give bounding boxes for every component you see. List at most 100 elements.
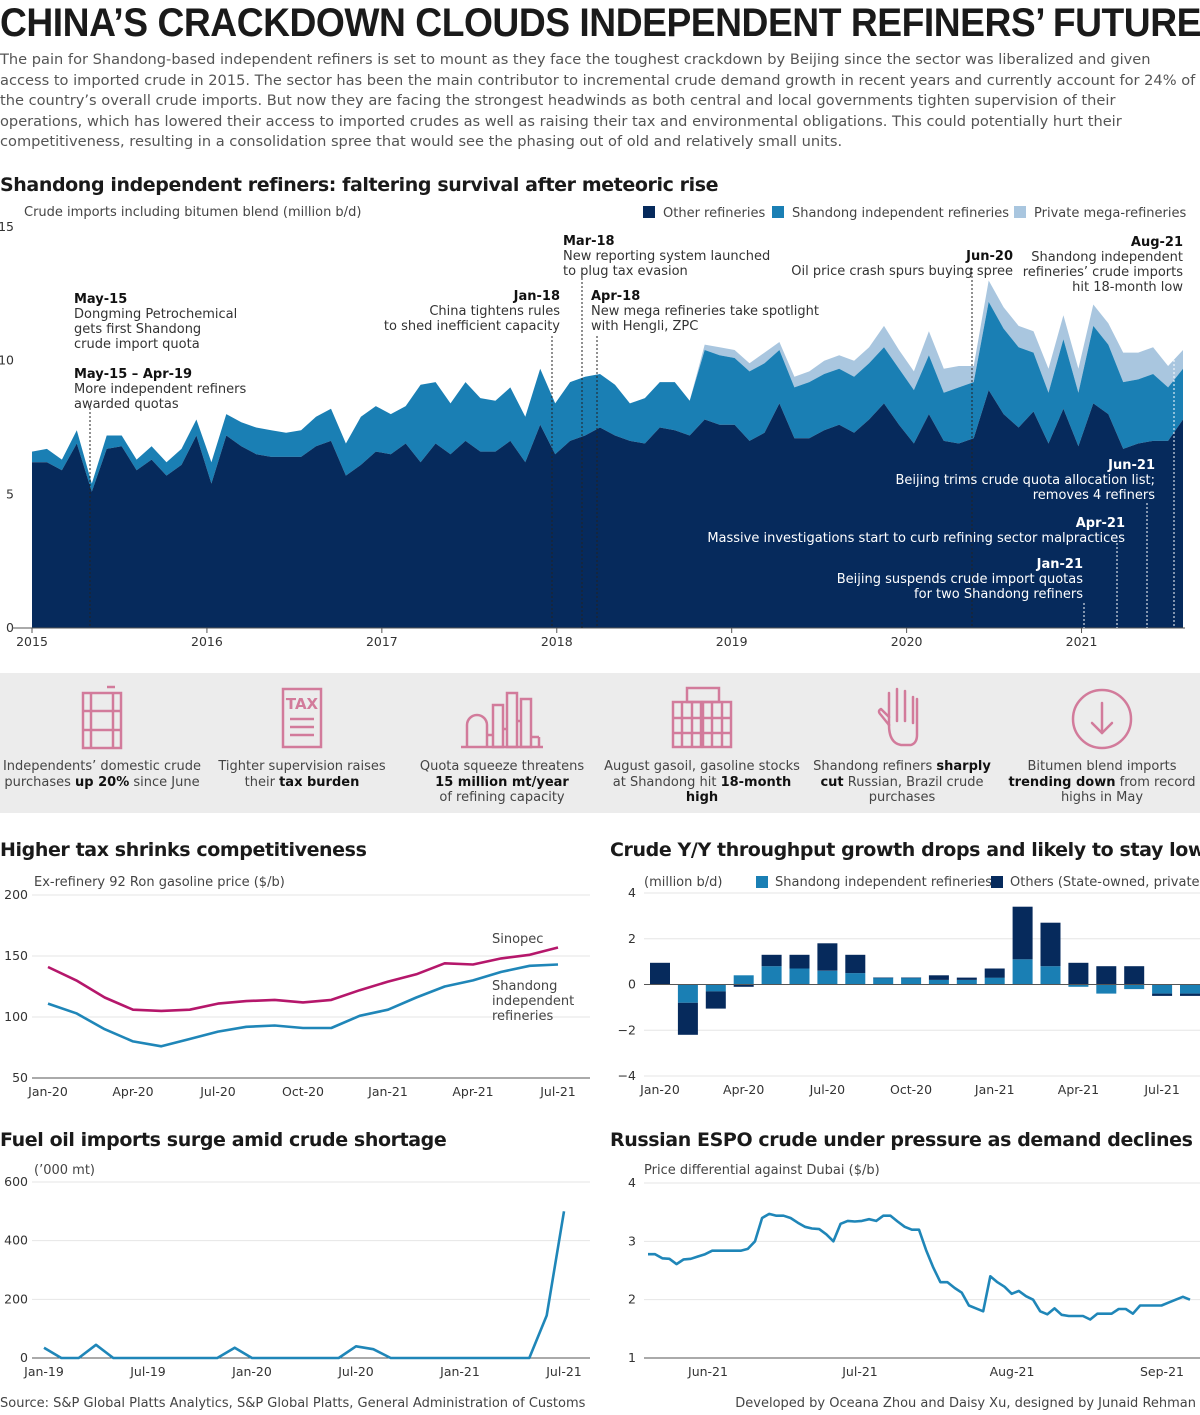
down-arrow-circle-icon xyxy=(1071,688,1133,750)
hand-stop-icon xyxy=(877,687,919,747)
feature-text: Shandong refiners sharply cut Russian, B… xyxy=(813,759,991,805)
annotation-text: Beijing suspends crude import quotas xyxy=(837,572,1083,587)
annotation-text: New mega refineries take spotlight xyxy=(591,304,819,319)
highlights-strip: Independents’ domestic crude purchases u… xyxy=(0,673,1200,813)
x-tick-label: Apr-21 xyxy=(1058,1082,1099,1097)
x-tick-label: Jul-21 xyxy=(841,1364,878,1379)
legend-label: Other refineries xyxy=(663,206,765,221)
annotation-date: Jan-21 xyxy=(1036,557,1083,572)
bar-shandong xyxy=(1152,984,1173,994)
y-axis-label: (’000 mt) xyxy=(34,1163,95,1178)
annotation-date: May-15 – Apr-19 xyxy=(74,367,192,382)
bar-shandong xyxy=(1096,984,1117,994)
annotation-text: gets first Shandong xyxy=(74,322,201,337)
x-tick-label: Jul-21 xyxy=(539,1084,576,1099)
annotation-text: for two Shandong refiners xyxy=(914,587,1083,602)
annotation-text: refineries’ crude imports xyxy=(1023,265,1184,280)
x-tick-label: 2021 xyxy=(1066,634,1098,649)
feature-cut-purchases: Shandong refiners sharply cut Russian, B… xyxy=(802,673,1002,813)
x-tick-label: Jan-20 xyxy=(27,1084,68,1099)
y-tick-label: 15 xyxy=(0,219,14,234)
annotation-date: May-15 xyxy=(74,292,127,307)
feature-text: Independents’ domestic crude purchases u… xyxy=(2,759,202,790)
bar-others xyxy=(789,954,810,969)
legend-swatch xyxy=(643,206,655,218)
legend-label: Private mega-refineries xyxy=(1034,206,1186,221)
y-tick-label: 1 xyxy=(628,1350,636,1365)
feature-bitumen: Bitumen blend imports trending down from… xyxy=(1002,673,1200,813)
barrel-icon xyxy=(81,685,123,750)
series-line-sinopec xyxy=(47,946,559,1013)
x-tick-label: Jul-20 xyxy=(337,1364,374,1379)
area-private-mega-refineries xyxy=(32,280,1183,484)
bar-others xyxy=(928,975,949,980)
fueloil-line-chart: (’000 mt) 0 200 400 600 Jan-19 Jul-19 Jan-20 Jul… xyxy=(4,1163,590,1379)
y-tick-label: 100 xyxy=(4,1009,28,1024)
annotation-text: with Hengli, ZPC xyxy=(591,319,698,334)
x-tick-label: Apr-20 xyxy=(723,1082,764,1097)
bar-shandong xyxy=(677,984,698,1003)
annotation-text: Massive investigations start to curb ref… xyxy=(707,531,1125,546)
x-tick-label: Oct-20 xyxy=(890,1082,932,1097)
x-tick-label: Oct-20 xyxy=(282,1084,324,1099)
area-other-refineries xyxy=(32,390,1183,628)
y-tick-label: 150 xyxy=(4,948,28,963)
bar-shandong xyxy=(1180,984,1200,994)
annotation-text: removes 4 refiners xyxy=(1033,488,1156,503)
feature-domestic-purchases: Independents’ domestic crude purchases u… xyxy=(2,673,202,813)
x-tick-label: Jul-20 xyxy=(809,1082,846,1097)
legend-label: Shandong independent refineries xyxy=(775,875,992,890)
bar-shandong xyxy=(789,968,810,985)
x-tick-label: 2017 xyxy=(366,634,398,649)
x-tick-label: Jan-21 xyxy=(974,1082,1015,1097)
annotation-text: hit 18-month low xyxy=(1072,280,1183,295)
bar-shandong xyxy=(873,977,894,985)
bar-shandong xyxy=(1124,984,1145,990)
bar-others xyxy=(1040,922,1061,967)
annotation-text: to plug tax evasion xyxy=(563,264,688,279)
main-area-chart: 0 5 10 15 Crude imports including bitumen bl… xyxy=(0,205,1186,649)
legend-label: Others (State-owned, private) xyxy=(1010,875,1200,890)
bar-others xyxy=(677,1002,698,1035)
series-label-shandong: Shandong xyxy=(492,979,557,994)
tax-chart-title: Higher tax shrinks competitiveness xyxy=(0,839,367,861)
legend-swatch xyxy=(1014,206,1026,218)
y-tick-label: 5 xyxy=(6,486,14,501)
y-axis-label: (million b/d) xyxy=(644,875,722,890)
tax-document-icon: TAX xyxy=(281,687,323,749)
y-tick-label: 2 xyxy=(628,931,636,946)
annotation-date: Aug-21 xyxy=(1131,235,1183,250)
y-tick-label: 4 xyxy=(628,1175,636,1190)
storage-tanks-icon xyxy=(671,686,733,749)
y-tick-label: 0 xyxy=(20,1350,28,1365)
x-tick-label: Jan-21 xyxy=(367,1084,408,1099)
legend-label: Shandong independent refineries xyxy=(792,206,1009,221)
y-tick-label: 0 xyxy=(6,620,14,635)
y-axis-label: Ex-refinery 92 Ron gasoline price ($/b) xyxy=(34,875,285,890)
x-tick-label: 2015 xyxy=(16,634,48,649)
bar-shandong xyxy=(956,979,977,985)
y-axis-label: Price differential against Dubai ($/b) xyxy=(644,1163,880,1178)
series-line-shandong xyxy=(47,963,559,1048)
annotation-date: Mar-18 xyxy=(563,234,615,249)
feature-tax-burden: TAX Tighter supervision raises their tax… xyxy=(202,673,402,813)
y-tick-label: 4 xyxy=(628,885,636,900)
y-tick-label: 0 xyxy=(628,977,636,992)
feature-text: Bitumen blend imports trending down from… xyxy=(1008,759,1196,805)
y-tick-label: 400 xyxy=(4,1233,28,1248)
annotation-date: Jun-21 xyxy=(1107,458,1155,473)
annotation-text: awarded quotas xyxy=(74,397,179,412)
annotation-date: Apr-21 xyxy=(1076,516,1125,531)
x-tick-label: Jul-20 xyxy=(199,1084,236,1099)
bar-shandong xyxy=(1012,959,1033,985)
x-tick-label: Jan-19 xyxy=(23,1364,64,1379)
x-tick-label: 2020 xyxy=(891,634,923,649)
feature-quota-squeeze: Quota squeeze threatens 15 million mt/yea… xyxy=(402,673,602,813)
bar-others xyxy=(733,984,754,987)
bar-shandong xyxy=(845,973,866,985)
bar-shandong xyxy=(928,979,949,985)
y-axis-label: Crude imports including bitumen blend (m… xyxy=(24,205,361,220)
bar-others xyxy=(1096,966,1117,985)
credit-note: Developed by Oceana Zhou and Daisy Xu, d… xyxy=(735,1396,1196,1411)
espo-line-chart: Price differential against Dubai ($/b) 1 2… xyxy=(628,1163,1200,1379)
